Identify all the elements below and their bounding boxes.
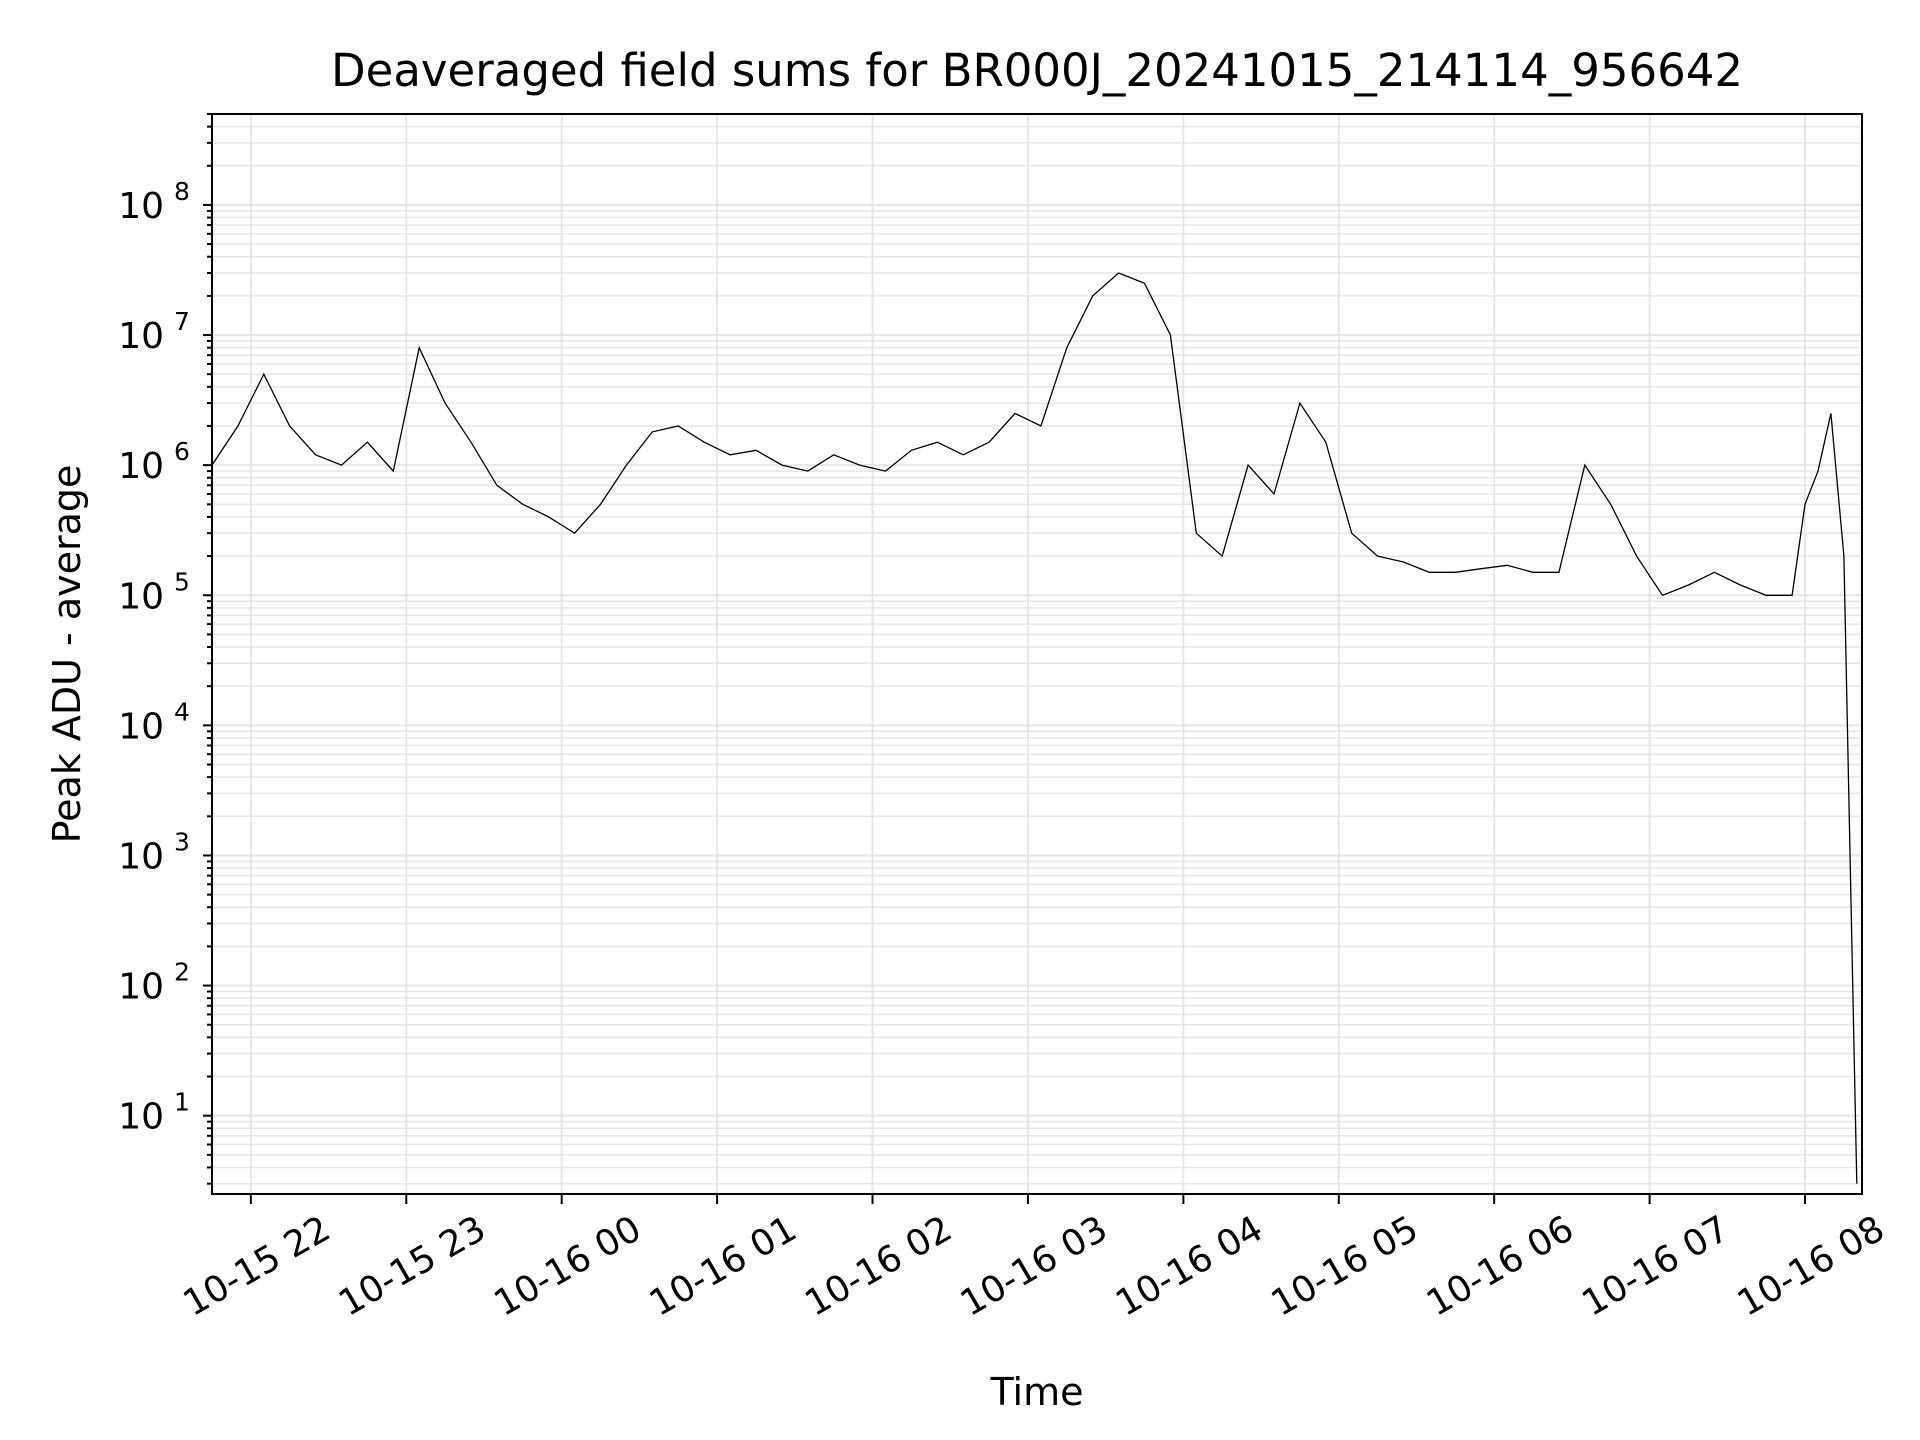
y-tick-base: 10 (118, 446, 164, 487)
y-tick-exponent: 6 (174, 437, 190, 466)
y-tick-exponent: 1 (174, 1088, 190, 1117)
y-axis-ticks: 10 1 10 2 10 3 10 4 10 5 10 6 10 7 10 8 (118, 113, 212, 1185)
x-tick-label: 10-15 22 (177, 1208, 338, 1324)
y-tick-label: 10 (118, 836, 164, 877)
y-tick-base: 10 (118, 576, 164, 617)
x-tick-label: 10-16 00 (488, 1208, 649, 1324)
y-axis-label: Peak ADU - average (45, 465, 89, 844)
y-tick-base: 10 (118, 1097, 164, 1138)
x-tick-label: 10-16 03 (954, 1208, 1115, 1324)
x-tick-label: 10-16 01 (643, 1208, 804, 1324)
y-tick-exponent: 7 (174, 307, 190, 336)
y-tick-label: 10 (118, 967, 164, 1008)
x-axis-label: Time (990, 1370, 1084, 1414)
y-tick-exponent: 5 (174, 567, 190, 596)
y-tick-label: 10 (118, 316, 164, 357)
x-tick-label: 10-16 07 (1575, 1208, 1736, 1324)
y-tick-exponent: 8 (174, 177, 190, 206)
y-tick-exponent: 4 (174, 697, 190, 726)
x-tick-label: 10-16 08 (1731, 1208, 1892, 1324)
y-tick-exponent: 2 (174, 958, 190, 987)
grid-lines (212, 113, 1862, 1194)
y-tick-base: 10 (118, 706, 164, 747)
y-tick-exponent: 3 (174, 827, 190, 856)
x-tick-label: 10-16 02 (798, 1208, 959, 1324)
y-tick-base: 10 (118, 836, 164, 877)
chart-title: Deaveraged field sums for BR000J_2024101… (331, 44, 1743, 97)
x-tick-label: 10-16 06 (1420, 1208, 1581, 1324)
y-tick-label: 10 (118, 706, 164, 747)
y-tick-label: 10 (118, 446, 164, 487)
y-tick-label: 10 (118, 186, 164, 227)
y-tick-label: 10 (118, 1097, 164, 1138)
x-tick-label: 10-16 05 (1265, 1208, 1426, 1324)
series-line-peak-adu (211, 272, 1858, 1184)
x-tick-label: 10-16 04 (1109, 1208, 1270, 1324)
y-tick-base: 10 (118, 967, 164, 1008)
plot-frame (211, 113, 1863, 1195)
y-tick-base: 10 (118, 186, 164, 227)
x-tick-label: 10-15 23 (332, 1208, 493, 1324)
y-tick-base: 10 (118, 316, 164, 357)
y-tick-label: 10 (118, 576, 164, 617)
